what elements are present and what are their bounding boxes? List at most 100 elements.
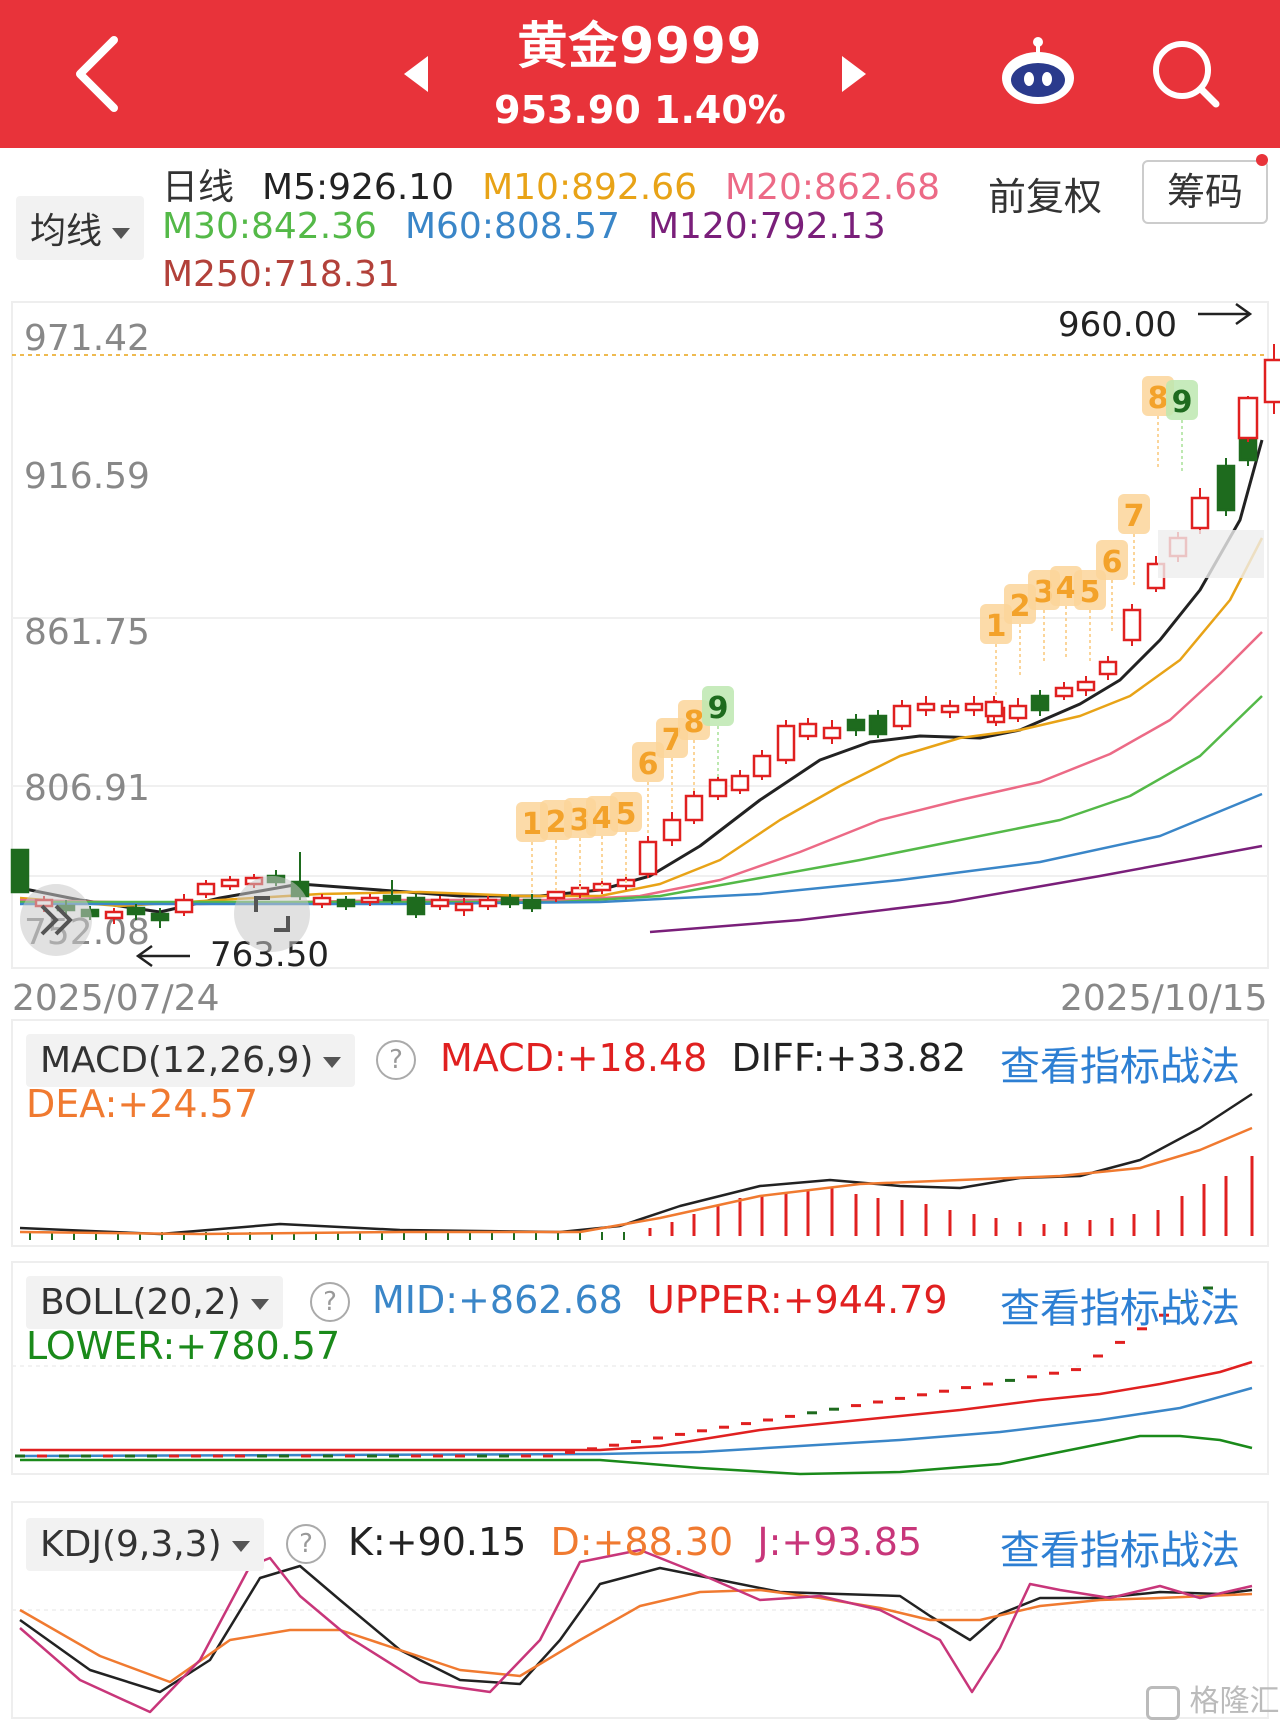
- kdj-help-icon[interactable]: ?: [286, 1524, 326, 1564]
- candle-body: [500, 896, 520, 906]
- d-line: [19, 1588, 1253, 1684]
- ma250-label: M250:718.31: [162, 254, 400, 295]
- macd-dropdown-label: MACD(12,26,9): [40, 1040, 314, 1081]
- candle-body: [126, 906, 146, 916]
- candle-body: [1098, 660, 1118, 676]
- td-badge: [1096, 540, 1128, 580]
- change-percent: 1.40%: [654, 88, 786, 132]
- td-badge: [1142, 376, 1174, 416]
- candle-body: [892, 704, 912, 728]
- candle-body: [986, 706, 1006, 724]
- candle-body: [196, 882, 216, 896]
- td-count: 7: [662, 723, 683, 758]
- candle-body: [312, 896, 332, 906]
- candle-body: [684, 794, 704, 822]
- crosshair-shade: [1158, 530, 1264, 578]
- y-tick: 806.91: [24, 768, 150, 809]
- back-button[interactable]: [70, 34, 130, 114]
- ai-assistant-button[interactable]: [998, 34, 1078, 118]
- chart-frame: [11, 301, 1269, 969]
- chouma-button[interactable]: 筹码: [1142, 160, 1268, 224]
- fuquan-toggle[interactable]: 前复权: [988, 175, 1103, 219]
- td-count: 1: [522, 807, 543, 842]
- watermark: 格隆汇: [1146, 1676, 1280, 1720]
- candle-body: [776, 724, 796, 762]
- ma60-line: [20, 792, 1263, 906]
- candle-body: [616, 878, 636, 888]
- boll-strategy-link[interactable]: 查看指标战法: [1000, 1286, 1240, 1332]
- kdj-dropdown[interactable]: KDJ(9,3,3): [26, 1518, 264, 1571]
- ma120-line: [649, 844, 1263, 934]
- macd-help-icon[interactable]: ?: [376, 1040, 416, 1080]
- candle-body: [868, 714, 888, 736]
- candle-body: [1237, 396, 1259, 440]
- td-count: 8: [1148, 381, 1169, 416]
- boll-dropdown-label: BOLL(20,2): [40, 1282, 241, 1323]
- triangle-left-icon: [404, 56, 428, 92]
- td-count: 4: [1056, 571, 1077, 606]
- watermark-text: 格隆汇: [1189, 1684, 1280, 1719]
- candle-body: [1008, 704, 1028, 720]
- td-badge: [1028, 570, 1060, 610]
- boll-dropdown[interactable]: BOLL(20,2): [26, 1276, 283, 1329]
- candle-body: [174, 898, 194, 914]
- arrow-left-icon: [135, 944, 190, 968]
- logo-icon: [1146, 1685, 1180, 1720]
- dea-line: [19, 1126, 1253, 1236]
- k-line: [19, 1564, 1253, 1694]
- search-icon: [1153, 41, 1220, 108]
- search-button[interactable]: [1150, 38, 1222, 114]
- candle-body: [478, 898, 498, 908]
- td-badge: [656, 718, 688, 758]
- candle-body: [1216, 464, 1236, 512]
- start-date: 2025/07/24: [12, 978, 220, 1019]
- candle-body: [336, 898, 356, 908]
- ma-lines: [19, 439, 1264, 934]
- boll-values: MID:+862.68 UPPER:+944.79: [372, 1278, 948, 1322]
- macd-values: MACD:+18.48 DIFF:+33.82: [440, 1036, 966, 1080]
- boll-upper: [20, 1360, 1253, 1452]
- lower-value: LOWER:+780.57: [26, 1324, 341, 1368]
- ma-type-label: 均线: [30, 211, 103, 252]
- ma20-label: M20:862.68: [725, 167, 941, 208]
- kdj-strategy-link[interactable]: 查看指标战法: [1000, 1528, 1240, 1574]
- candle-body: [430, 898, 450, 908]
- td-badge: [1004, 584, 1036, 624]
- td-badge: [980, 604, 1012, 644]
- triangle-right-icon: [842, 56, 866, 92]
- boll-help-icon[interactable]: ?: [310, 1282, 350, 1322]
- y-tick: 861.75: [24, 612, 150, 653]
- kdj-values: K:+90.15 D:+88.30 J:+93.85: [348, 1520, 922, 1564]
- candle-body: [984, 700, 1004, 718]
- candle-body: [1190, 496, 1210, 530]
- candle-body: [1076, 680, 1096, 692]
- candle-body: [454, 902, 474, 912]
- y-tick: 971.42: [24, 318, 150, 359]
- price-change: 953.90 1.40%: [0, 88, 1280, 132]
- candle-body: [522, 898, 542, 910]
- candle-body: [382, 894, 402, 902]
- candle-body: [360, 896, 380, 904]
- candle-body: [546, 890, 566, 900]
- candle-body: [822, 726, 842, 740]
- td-count: 9: [708, 691, 729, 726]
- candle-body: [1263, 358, 1280, 404]
- td-count: 5: [1080, 575, 1101, 610]
- td-count: 1: [986, 609, 1007, 644]
- td-badge: [540, 800, 572, 840]
- j-value: J:+93.85: [757, 1520, 923, 1564]
- ma30-line: [20, 695, 1263, 904]
- y-tick: 916.59: [24, 456, 150, 497]
- candle-body: [964, 702, 984, 712]
- ma-type-dropdown[interactable]: 均线: [16, 196, 145, 260]
- next-instrument-button[interactable]: [840, 52, 870, 100]
- chevron-left-icon: [76, 36, 118, 112]
- td-badge: [1074, 570, 1106, 610]
- macd-strategy-link[interactable]: 查看指标战法: [1000, 1044, 1240, 1090]
- diff-value: DIFF:+33.82: [731, 1036, 967, 1080]
- candles: [10, 344, 1280, 928]
- fullscreen-button[interactable]: [234, 876, 310, 952]
- expand-history-button[interactable]: [20, 884, 92, 956]
- prev-instrument-button[interactable]: [400, 52, 430, 100]
- macd-dropdown[interactable]: MACD(12,26,9): [26, 1034, 356, 1087]
